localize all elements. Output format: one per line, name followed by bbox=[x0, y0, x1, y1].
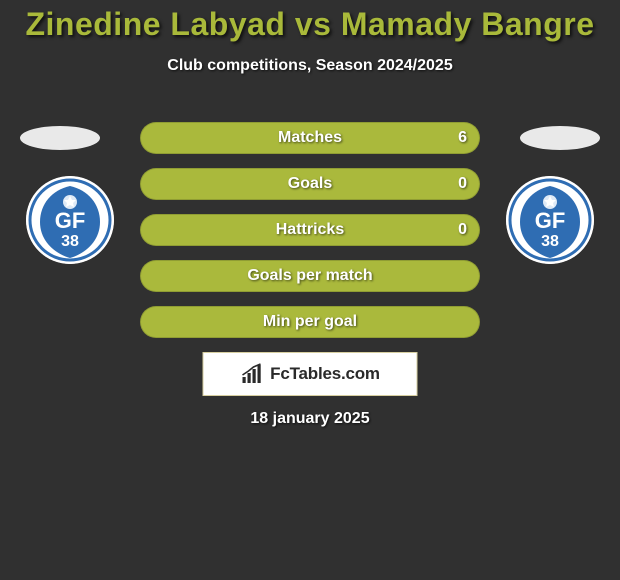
date-text: 18 january 2025 bbox=[0, 410, 620, 428]
svg-text:38: 38 bbox=[541, 233, 559, 250]
stat-value-right: 6 bbox=[458, 129, 467, 147]
stat-label: Goals bbox=[288, 175, 332, 193]
stat-label: Goals per match bbox=[247, 267, 372, 285]
stat-row: Goals 0 bbox=[140, 168, 480, 200]
player-shadow-left bbox=[20, 126, 100, 150]
club-logo-right: GF 38 bbox=[506, 176, 594, 264]
svg-text:38: 38 bbox=[61, 233, 79, 250]
player-shadow-right bbox=[520, 126, 600, 150]
chart-icon bbox=[240, 363, 264, 385]
stat-row: Goals per match bbox=[140, 260, 480, 292]
stat-row: Hattricks 0 bbox=[140, 214, 480, 246]
svg-text:GF: GF bbox=[55, 208, 86, 233]
brand-box: FcTables.com bbox=[203, 352, 418, 396]
stats-list: Matches 6 Goals 0 Hattricks 0 Goals per match M… bbox=[140, 122, 480, 352]
stat-value-right: 0 bbox=[458, 221, 467, 239]
brand-text: FcTables.com bbox=[270, 364, 380, 384]
svg-text:GF: GF bbox=[535, 208, 566, 233]
stat-label: Min per goal bbox=[263, 313, 357, 331]
page-title: Zinedine Labyad vs Mamady Bangre bbox=[0, 0, 620, 43]
stat-row: Min per goal bbox=[140, 306, 480, 338]
stat-label: Hattricks bbox=[276, 221, 344, 239]
stat-label: Matches bbox=[278, 129, 342, 147]
stat-row: Matches 6 bbox=[140, 122, 480, 154]
stat-value-right: 0 bbox=[458, 175, 467, 193]
club-logo-left: GF 38 bbox=[26, 176, 114, 264]
page-subtitle: Club competitions, Season 2024/2025 bbox=[0, 57, 620, 75]
